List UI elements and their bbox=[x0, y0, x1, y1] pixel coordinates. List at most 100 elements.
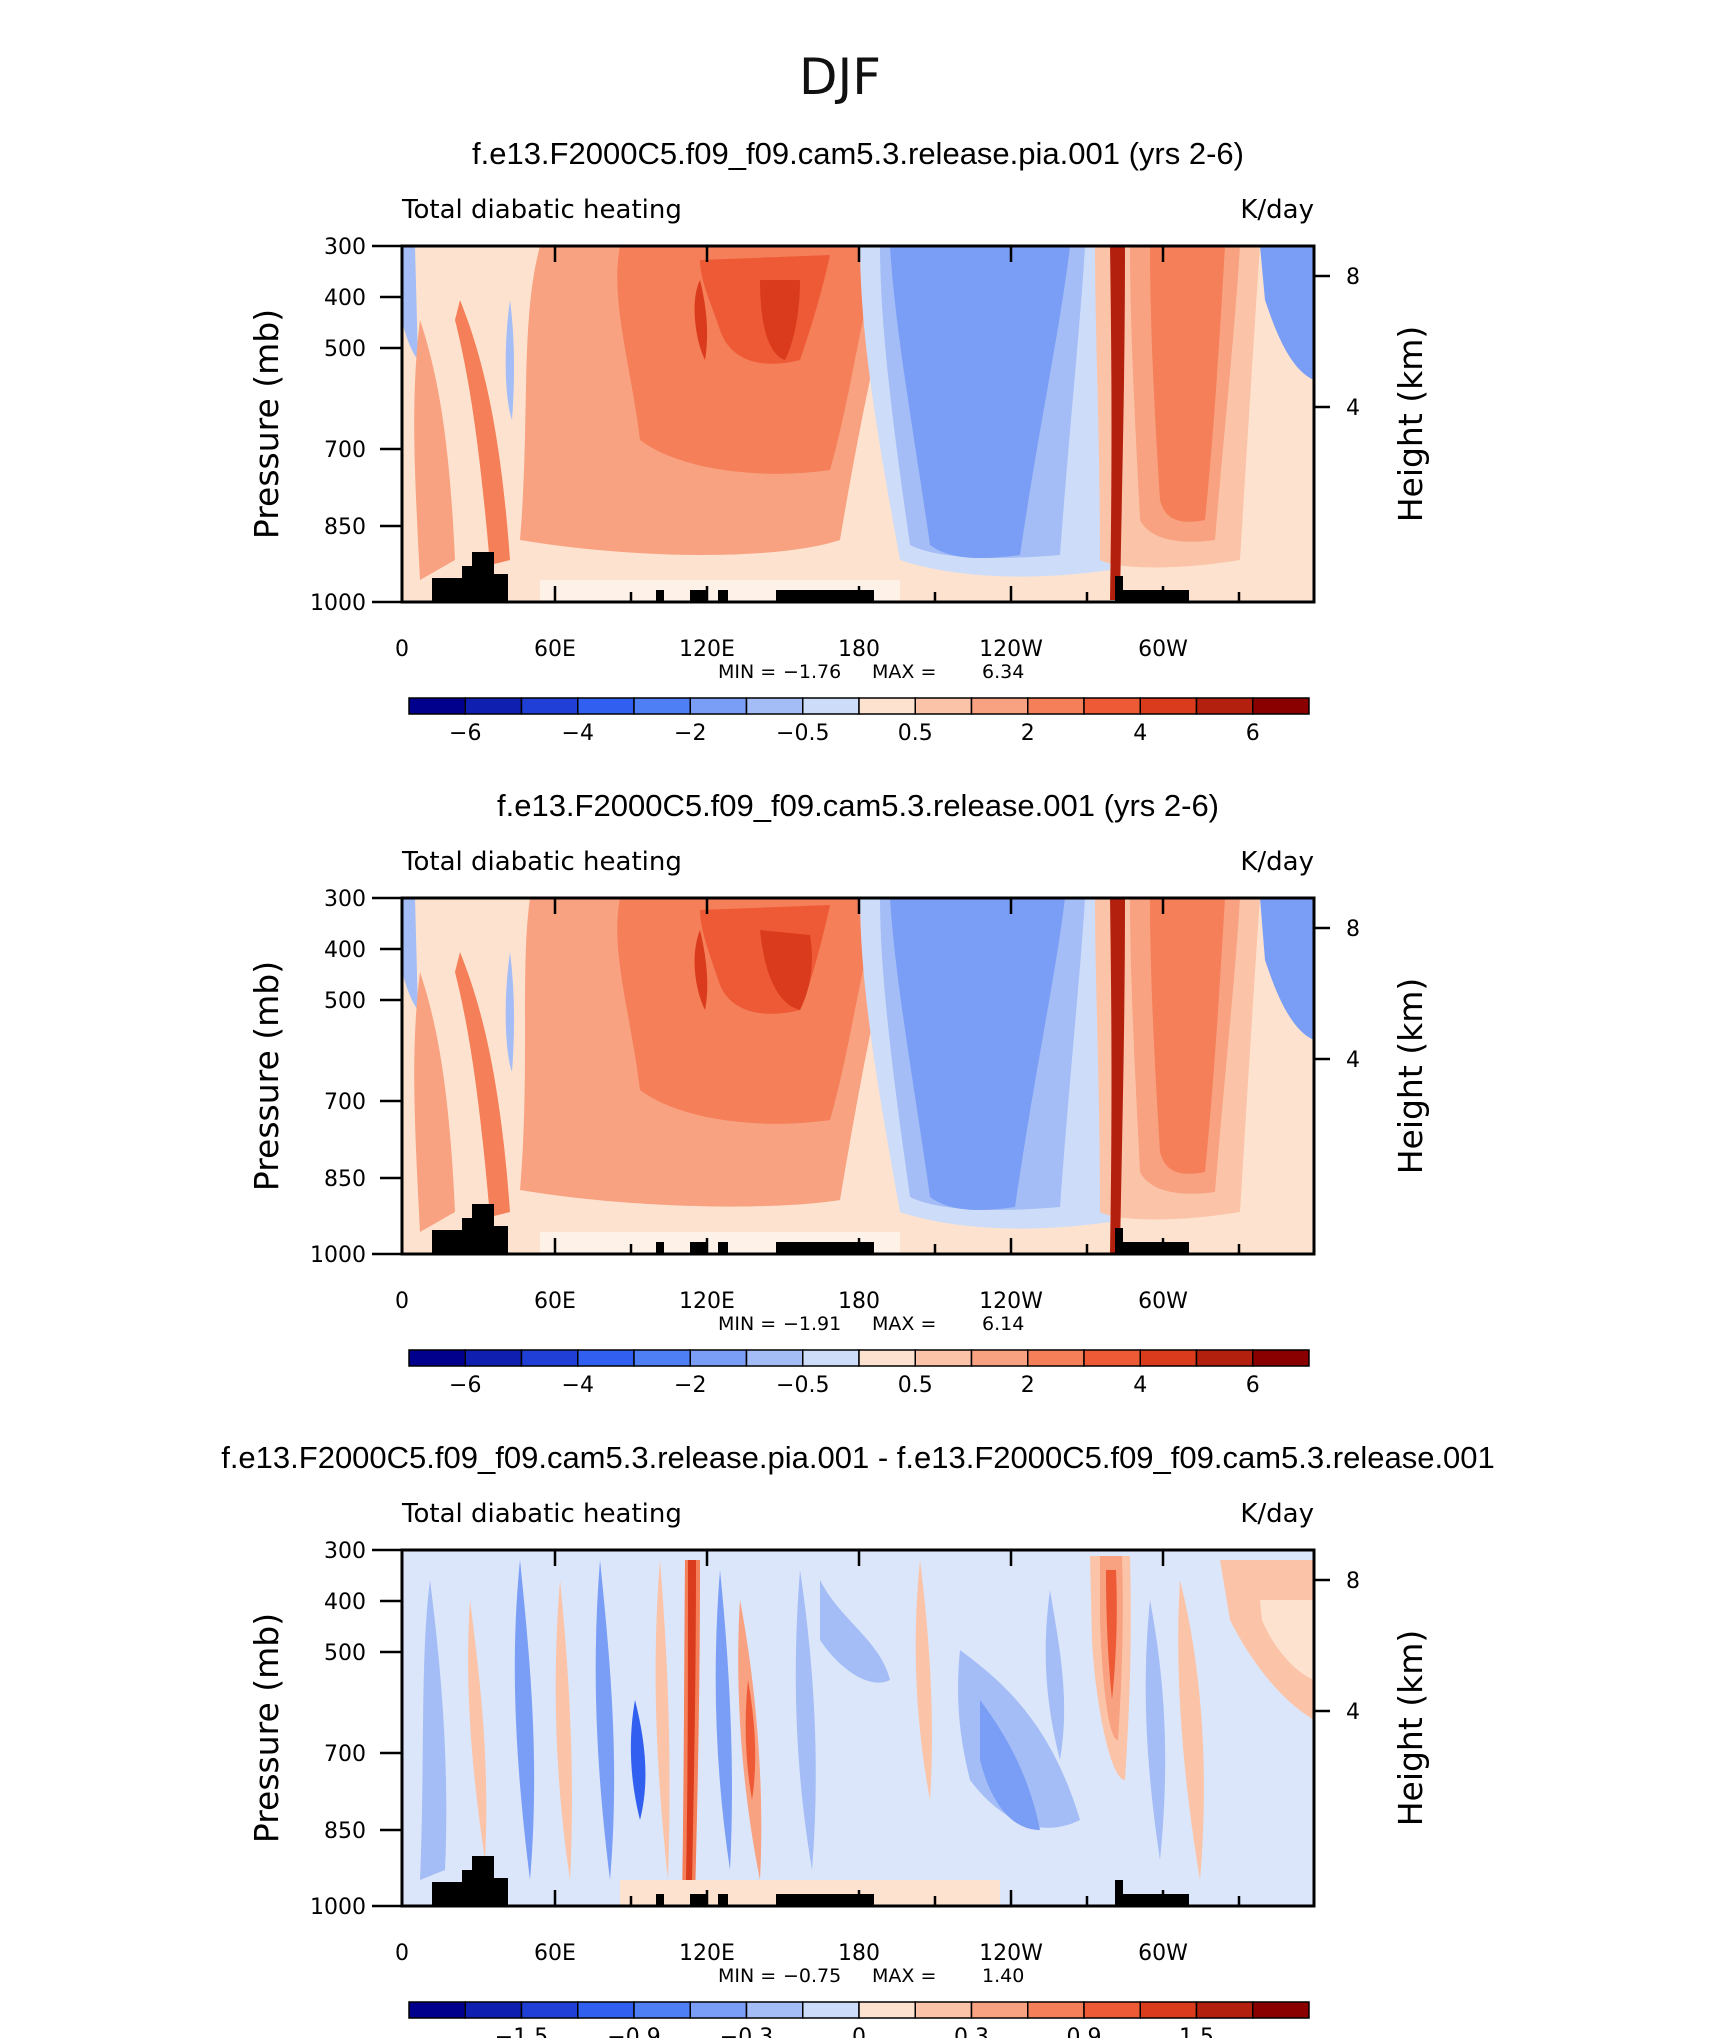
colorbar-box bbox=[802, 697, 860, 715]
colorbar-box bbox=[689, 2001, 748, 2019]
colorbar-tick-label: 2 bbox=[1021, 721, 1035, 746]
panel-1-ytick: 400 bbox=[324, 286, 366, 311]
panel-3-field bbox=[402, 1550, 1314, 1906]
colorbar-box bbox=[1027, 697, 1085, 715]
panel-3-max-label: MAX = bbox=[872, 1965, 936, 1987]
colorbar-box bbox=[520, 697, 579, 715]
colorbar-box bbox=[633, 697, 691, 715]
colorbar-box bbox=[745, 1349, 804, 1367]
colorbar-box bbox=[1083, 2001, 1141, 2019]
panel-1-right-tick: 4 bbox=[1346, 396, 1360, 421]
panel-2-ytick: 700 bbox=[324, 1090, 366, 1115]
panel-3-ytick: 850 bbox=[324, 1819, 366, 1844]
panel-3-field-label: Total diabatic heating bbox=[401, 1499, 682, 1529]
panel-2-ylabel-right: Height (km) bbox=[1391, 978, 1430, 1175]
panel-3-xtick: 120E bbox=[679, 1941, 735, 1966]
panel-1-field-label: Total diabatic heating bbox=[401, 195, 682, 225]
colorbar-box bbox=[464, 697, 523, 715]
colorbar-box bbox=[408, 697, 466, 715]
colorbar-tick-label: −6 bbox=[449, 1373, 481, 1398]
colorbar-box bbox=[1252, 2001, 1310, 2019]
colorbar-box bbox=[1083, 1349, 1141, 1367]
panel-2-field-label: Total diabatic heating bbox=[401, 847, 682, 877]
panel-2-right-tick: 8 bbox=[1346, 917, 1360, 942]
colorbar-box bbox=[914, 2001, 973, 2019]
colorbar-box bbox=[1027, 2001, 1085, 2019]
panel-2-ytick: 400 bbox=[324, 938, 366, 963]
panel-2-xtick: 120E bbox=[679, 1289, 735, 1314]
colorbar-tick-label: −0.9 bbox=[607, 2025, 660, 2038]
panel-1-colorbar: −6 −4 −2 −0.5 0.5 2 4 6 bbox=[408, 697, 1310, 746]
panel-3-units: K/day bbox=[1240, 1499, 1314, 1529]
colorbar-box bbox=[1139, 1349, 1198, 1367]
panel-3-ytick: 1000 bbox=[310, 1895, 366, 1920]
panel-2-min-value: −1.91 bbox=[783, 1313, 841, 1335]
panel-2-xtick: 180 bbox=[838, 1289, 880, 1314]
colorbar-tick-label: 4 bbox=[1133, 721, 1147, 746]
colorbar-tick-label: 1.5 bbox=[1179, 2025, 1214, 2038]
colorbar-box bbox=[970, 697, 1029, 715]
colorbar-box bbox=[802, 2001, 860, 2019]
panel-2: f.e13.F2000C5.f09_f09.cam5.3.release.001… bbox=[247, 788, 1430, 1398]
panel-2-xtick: 0 bbox=[395, 1289, 409, 1314]
panel-1-ytick: 1000 bbox=[310, 591, 366, 616]
panel-3-ylabel: Pressure (mb) bbox=[247, 1613, 286, 1843]
panel-2-ytick: 1000 bbox=[310, 1243, 366, 1268]
colorbar-tick-label: −0.5 bbox=[776, 721, 829, 746]
panel-1-min-value: −1.76 bbox=[783, 661, 841, 683]
colorbar-tick-label: −2 bbox=[674, 1373, 706, 1398]
panel-2-units: K/day bbox=[1240, 847, 1314, 877]
panel-3-title: f.e13.F2000C5.f09_f09.cam5.3.release.pia… bbox=[221, 1440, 1495, 1475]
panel-2-title: f.e13.F2000C5.f09_f09.cam5.3.release.001… bbox=[497, 788, 1219, 823]
colorbar-box bbox=[520, 1349, 579, 1367]
colorbar-tick-label: 6 bbox=[1246, 721, 1260, 746]
panel-3-xtick: 60W bbox=[1138, 1941, 1188, 1966]
colorbar-box bbox=[577, 1349, 635, 1367]
panel-3-max-value: 1.40 bbox=[982, 1965, 1024, 1987]
colorbar-box bbox=[408, 1349, 466, 1367]
colorbar-box bbox=[745, 2001, 804, 2019]
panel-3-ylabel-right: Height (km) bbox=[1391, 1630, 1430, 1827]
colorbar-box bbox=[1252, 1349, 1310, 1367]
colorbar-tick-label: 2 bbox=[1021, 1373, 1035, 1398]
colorbar-box bbox=[1083, 697, 1141, 715]
panel-1-max-value: 6.34 bbox=[982, 661, 1024, 683]
colorbar-box bbox=[1195, 2001, 1254, 2019]
colorbar-tick-label: 0.5 bbox=[898, 1373, 933, 1398]
panel-2-xtick: 60E bbox=[534, 1289, 576, 1314]
panel-3-ytick: 300 bbox=[324, 1539, 366, 1564]
colorbar-box bbox=[745, 697, 804, 715]
panel-2-xtick: 120W bbox=[979, 1289, 1043, 1314]
panel-1-xtick: 120E bbox=[679, 637, 735, 662]
panel-1-xtick: 180 bbox=[838, 637, 880, 662]
panel-2-right-tick: 4 bbox=[1346, 1048, 1360, 1073]
colorbar-tick-label: −4 bbox=[562, 721, 594, 746]
colorbar-tick-label: −4 bbox=[562, 1373, 594, 1398]
colorbar-box bbox=[633, 1349, 691, 1367]
panel-2-ytick: 500 bbox=[324, 989, 366, 1014]
colorbar-box bbox=[577, 697, 635, 715]
colorbar-box bbox=[858, 2001, 916, 2019]
colorbar-box bbox=[633, 2001, 691, 2019]
colorbar-box bbox=[858, 1349, 916, 1367]
colorbar-tick-label: −6 bbox=[449, 721, 481, 746]
colorbar-box bbox=[1195, 1349, 1254, 1367]
colorbar-box bbox=[1139, 2001, 1198, 2019]
panel-2-colorbar: −6 −4 −2 −0.5 0.5 2 4 6 bbox=[408, 1349, 1310, 1398]
panel-1-xtick: 60W bbox=[1138, 637, 1188, 662]
panel-1-xtick: 60E bbox=[534, 637, 576, 662]
colorbar-tick-label: −0.3 bbox=[720, 2025, 773, 2038]
colorbar-box bbox=[1195, 697, 1254, 715]
colorbar-box bbox=[520, 2001, 579, 2019]
panel-3-xtick: 180 bbox=[838, 1941, 880, 1966]
panel-3-right-tick: 8 bbox=[1346, 1569, 1360, 1594]
panel-3-colorbar: −1.5 −0.9 −0.3 0 0.3 0.9 1.5 bbox=[408, 2001, 1310, 2038]
colorbar-box bbox=[464, 1349, 523, 1367]
colorbar-box bbox=[858, 697, 916, 715]
panel-1-units: K/day bbox=[1240, 195, 1314, 225]
panel-2-max-value: 6.14 bbox=[982, 1313, 1024, 1335]
colorbar-box bbox=[914, 697, 973, 715]
colorbar-box bbox=[970, 1349, 1029, 1367]
panel-1-ylabel-right: Height (km) bbox=[1391, 326, 1430, 523]
panel-1-ytick: 300 bbox=[324, 235, 366, 260]
